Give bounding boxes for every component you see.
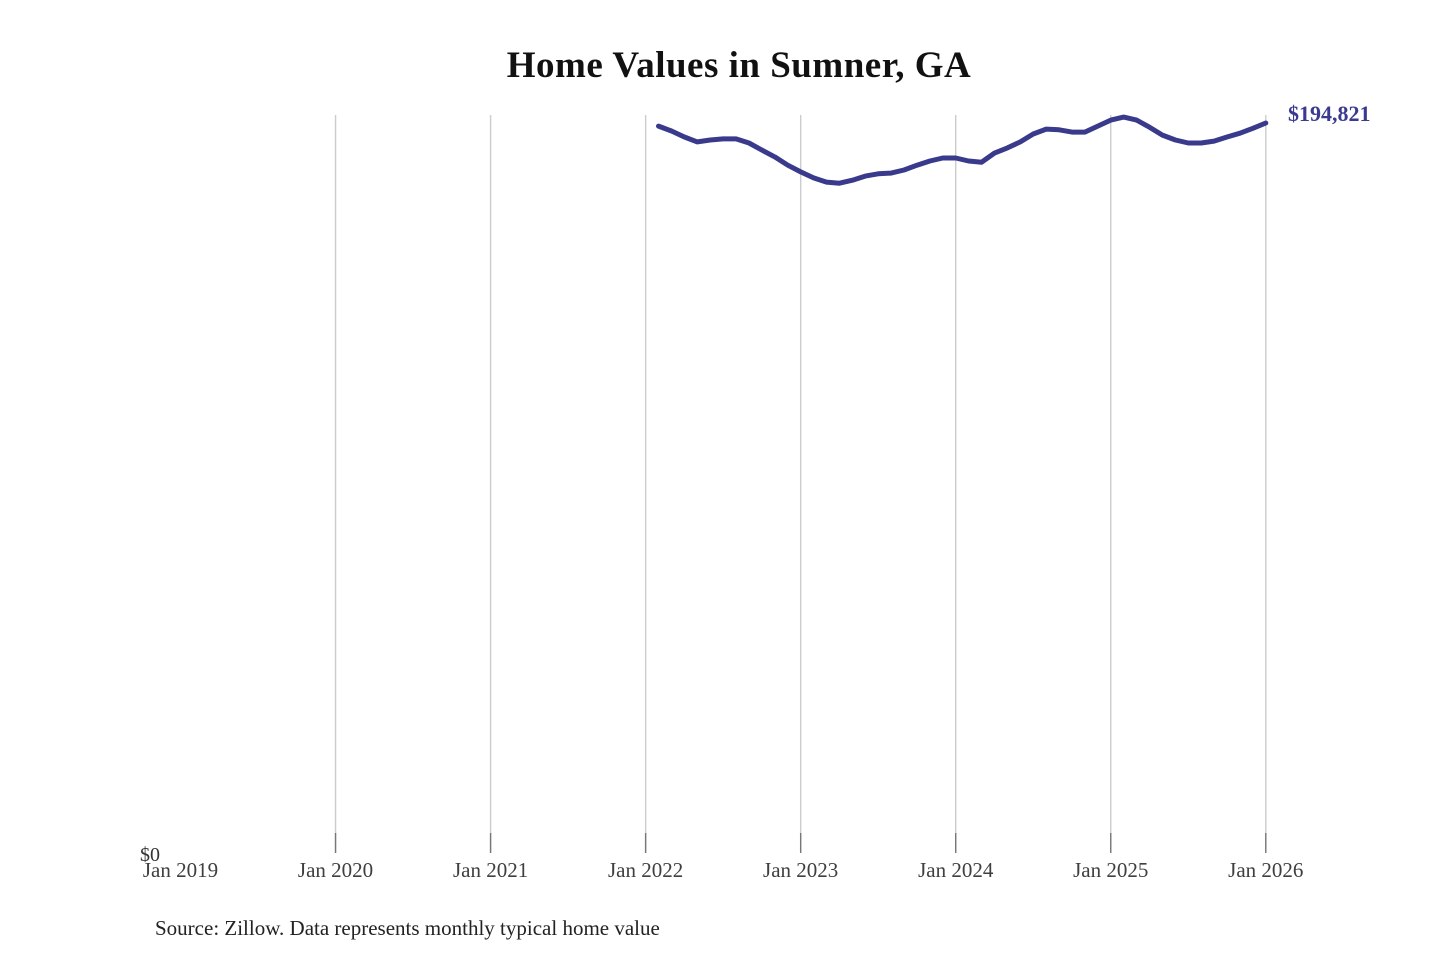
home-value-line: [656, 114, 1269, 186]
source-note: Source: Zillow. Data represents monthly …: [155, 916, 660, 940]
x-axis-label-2022: Jan 2022: [608, 858, 684, 882]
x-axis-label-2025: Jan 2025: [1073, 858, 1149, 882]
current-value-label: $194,821: [1288, 101, 1371, 126]
chart-title: Home Values in Sumner, GA: [506, 45, 972, 86]
x-axis-label-2024: Jan 2024: [918, 858, 994, 882]
x-axis-label-2019: Jan 2019: [142, 858, 219, 882]
y-axis-zero-label: $0: [140, 844, 160, 866]
x-axis-label-2026: Jan 2026: [1228, 858, 1304, 882]
x-axis-label-2021: Jan 2021: [452, 858, 529, 882]
x-axis-label-2020: Jan 2020: [297, 858, 374, 882]
x-axis-label-2023: Jan 2023: [763, 858, 839, 882]
